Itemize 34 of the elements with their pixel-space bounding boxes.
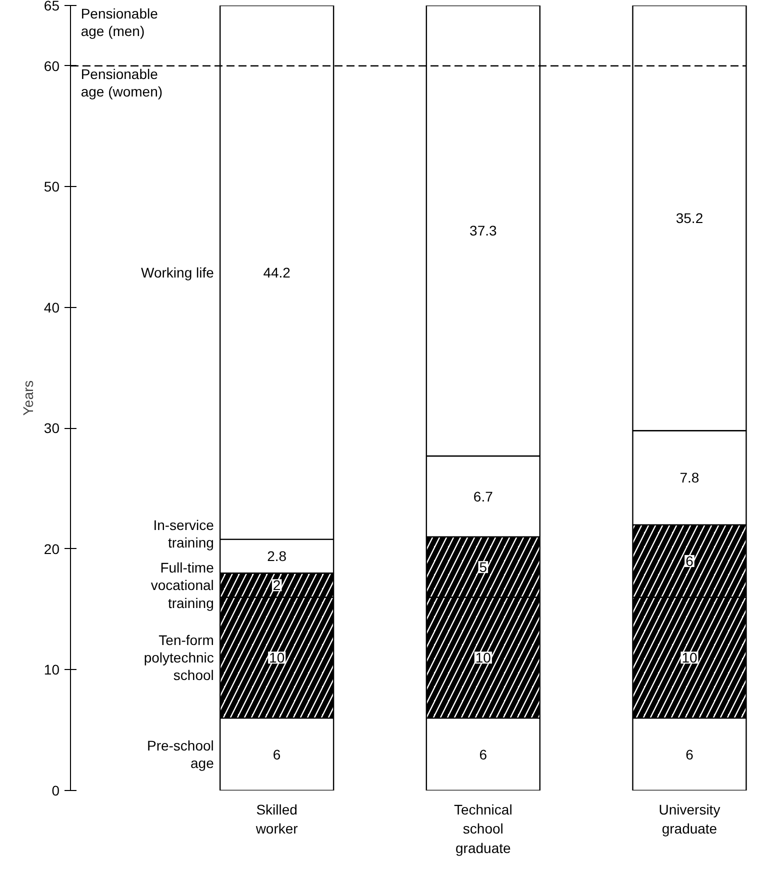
- y-tick-label: 50: [44, 178, 60, 195]
- data-label: 44.2: [263, 264, 291, 280]
- data-label: 6: [686, 553, 694, 570]
- y-tick-label: 0: [52, 782, 60, 798]
- data-label: 5: [479, 559, 488, 576]
- y-tick-label: 60: [44, 58, 60, 74]
- data-label: 37.3: [470, 222, 497, 239]
- data-label: 6: [686, 746, 694, 762]
- ref-line-label: Pensionable age (women): [80, 66, 163, 100]
- data-label: 2: [272, 577, 281, 594]
- y-tick-label: 10: [44, 662, 60, 678]
- series-label: In-service training: [153, 517, 214, 551]
- data-label: 10: [269, 650, 285, 666]
- data-label: 10: [682, 650, 698, 666]
- series-label: Ten-form polytechnic school: [144, 632, 214, 684]
- y-tick-label: 20: [44, 540, 60, 557]
- y-tick-label: 40: [44, 299, 60, 316]
- data-label: 35.2: [676, 210, 704, 226]
- series-label: Pre-school age: [146, 737, 214, 772]
- annotation: Pensionable age (men): [80, 6, 158, 40]
- data-label: 7.8: [680, 470, 700, 486]
- y-tick-label: 30: [44, 420, 60, 436]
- y-tick-label: 65: [44, 0, 60, 14]
- data-label: 6: [272, 746, 281, 762]
- data-label: 6.7: [473, 488, 494, 504]
- data-label: 10: [475, 650, 492, 666]
- y-axis-title: Years: [20, 380, 36, 416]
- data-label: 6: [479, 746, 488, 762]
- data-label: 2.8: [267, 548, 287, 564]
- series-label: Full-time vocational training: [150, 560, 214, 611]
- series-label: Working life: [141, 264, 214, 280]
- x-tick-label: Technical school graduate: [454, 802, 512, 856]
- x-tick-label: University graduate: [658, 802, 720, 837]
- x-tick-label: Skilled worker: [254, 802, 298, 837]
